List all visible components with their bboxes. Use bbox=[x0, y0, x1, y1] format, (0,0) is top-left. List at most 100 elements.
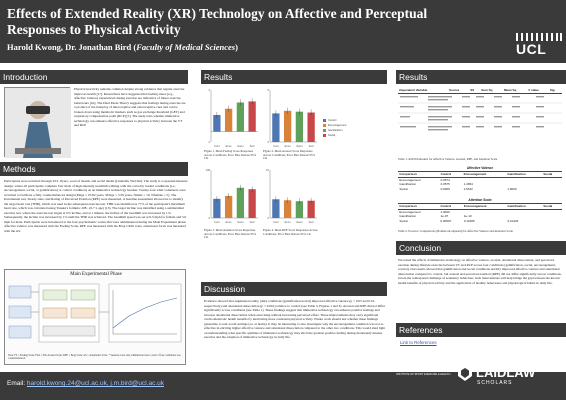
figure-1-caption: Figure 1. Mean Feeling Score Responses A… bbox=[204, 149, 256, 161]
posthoc-affect-header: Comparison Control Encouragement Gamific… bbox=[398, 171, 562, 178]
chart-bar bbox=[248, 189, 256, 218]
email-link[interactable]: harold.kwong.24@ucl.ac.uk, j.m.bird@ucl.… bbox=[26, 380, 164, 387]
figure-1: Cont Enco Gami Soci -1 4 bbox=[204, 87, 260, 149]
table-cell: 1e-07 bbox=[440, 214, 449, 219]
table-cell: Encouragement bbox=[399, 177, 421, 182]
legend-labels: Control Encouragement Gamification Socia… bbox=[328, 118, 346, 138]
section-header-results-2: Results bbox=[396, 70, 566, 84]
table-cell: 0.10325 bbox=[463, 219, 475, 224]
figure-2: Cont Enco Gami Soci 0 6 bbox=[263, 87, 319, 149]
laidlaw-logo-text: LAIDLAW bbox=[476, 365, 536, 380]
posthoc-affect-col-1: Control bbox=[440, 172, 452, 177]
figure-3: Cont Enco Gami Soci 0 100 bbox=[204, 167, 260, 225]
ucl-logo-text: UCL bbox=[516, 41, 547, 57]
ucl-portico-icon bbox=[516, 33, 562, 41]
posthoc-attention-col-1: Control bbox=[440, 204, 452, 209]
references-link-text[interactable]: Link to References bbox=[400, 340, 437, 345]
x-tick-label: Cont bbox=[273, 220, 279, 224]
table-cell: 0.00007 bbox=[440, 219, 452, 224]
figure-3-chart: Cont Enco Gami Soci 0 100 bbox=[206, 168, 258, 224]
y-tick-label: 6 bbox=[268, 88, 270, 92]
chart-bar bbox=[295, 111, 304, 142]
chart-bar bbox=[236, 102, 245, 132]
figure-4-caption: Figure 4. Mean RPE Score Responses Acros… bbox=[263, 228, 318, 236]
y-tick-label: 10 bbox=[266, 168, 269, 172]
x-tick-label: Soci bbox=[250, 144, 255, 148]
ucl-logo: UCL bbox=[516, 33, 562, 59]
section-header-conclusion: Conclusion bbox=[396, 241, 566, 255]
posthoc-attention-title: Attention Scale bbox=[468, 198, 492, 202]
table-cell: Social bbox=[399, 187, 408, 192]
intro-text: Physical inactivity remains common despi… bbox=[74, 87, 186, 127]
email-label: Email: bbox=[7, 380, 27, 387]
x-tick-label: Gami bbox=[296, 144, 303, 148]
laidlaw-crest-icon bbox=[458, 365, 472, 381]
posthoc-attention-col-4: Social bbox=[543, 204, 553, 209]
poster-authors: Harold Kwong, Dr. Jonathan Bird (Faculty… bbox=[7, 42, 238, 52]
chart-bar bbox=[295, 201, 304, 218]
poster-footer bbox=[0, 372, 566, 400]
table-row: Encouragement 0.0574 bbox=[398, 177, 562, 182]
x-tick-label: Soci bbox=[309, 220, 314, 224]
table-cell: 1.0000 bbox=[440, 209, 450, 214]
authors-names: Harold Kwong, Dr. Jonathan Bird ( bbox=[7, 42, 137, 52]
anova-table-caption: Table 1. ANOVA Results for Affective Val… bbox=[398, 157, 498, 161]
table-cell: 0.0009 bbox=[440, 187, 450, 192]
table-cell: 0.0574 bbox=[440, 177, 450, 182]
y-tick-label: 0 bbox=[209, 216, 211, 220]
figure-2-chart: Cont Enco Gami Soci 0 6 bbox=[268, 88, 317, 148]
legend-encouragement: Encouragement bbox=[328, 124, 347, 127]
x-tick-label: Cont bbox=[214, 220, 220, 224]
diagram-note: Note: FS = Feeling Scale; FAS = Felt Aro… bbox=[8, 354, 181, 361]
x-tick-label: Enco bbox=[226, 220, 232, 224]
x-tick-label: Enco bbox=[285, 220, 291, 224]
posthoc-affect-table: Comparison Control Encouragement Gamific… bbox=[398, 171, 562, 191]
table-cell: Gamification bbox=[399, 214, 417, 219]
x-tick-label: Cont bbox=[214, 144, 220, 148]
anova-col-sig: Sig. bbox=[549, 88, 556, 93]
posthoc-affect-title: Affective Valence bbox=[466, 166, 494, 170]
contact-email: Email: harold.kwong.24@ucl.ac.uk, j.m.bi… bbox=[7, 380, 164, 387]
table-cell: 1.5162 bbox=[463, 187, 473, 192]
anova-table-body bbox=[398, 96, 562, 131]
table-cell bbox=[542, 219, 562, 224]
legend-gamification: Gamification bbox=[328, 129, 343, 132]
posthoc-attention-table: Comparison Control Encouragement Gamific… bbox=[398, 203, 562, 223]
chart-bar bbox=[307, 200, 315, 218]
conclusion-text: We tested the effects of immersive techn… bbox=[398, 258, 562, 285]
table-row: Encouragement 1.0000 bbox=[398, 209, 562, 214]
anova-col-f: F value bbox=[528, 88, 539, 93]
table-cell: Encouragement bbox=[399, 209, 421, 214]
anova-header-row: Dependent Variable Source SS Sum Sq Mean… bbox=[398, 88, 562, 94]
authors-close: ) bbox=[235, 42, 238, 52]
section-header-introduction: Introduction bbox=[0, 70, 188, 84]
table-row: Social 0.0009 1.5162 1.0000 bbox=[398, 187, 562, 192]
chart-bar bbox=[283, 200, 292, 218]
section-header-results-1: Results bbox=[201, 70, 387, 84]
posthoc-attention-col-3: Gamification bbox=[507, 204, 526, 209]
x-tick-label: Soci bbox=[309, 144, 314, 148]
section-header-references: References bbox=[396, 323, 566, 337]
figure-1-chart: Cont Enco Gami Soci -1 4 bbox=[208, 88, 258, 148]
figure-3-caption: Figure 3. Mean Attention Score Responses… bbox=[204, 228, 256, 240]
chart-bar bbox=[236, 187, 245, 218]
references-link[interactable]: Link to References bbox=[400, 340, 437, 345]
iseh-logo: ISEH INSTITUTE OF SPORT EXERCISE & HEALT… bbox=[394, 351, 454, 395]
posthoc-attention-header: Comparison Control Encouragement Gamific… bbox=[398, 203, 562, 210]
section-header-discussion: Discussion bbox=[201, 282, 387, 296]
table-cell: 0.10423 bbox=[507, 219, 519, 224]
poster-header: Effects of Extended Reality (XR) Technol… bbox=[0, 0, 566, 63]
anova-col-dv: Dependent Variable bbox=[399, 88, 428, 93]
vr-headset-icon bbox=[5, 88, 71, 158]
figure-4-chart: Cont Enco Gami Soci 0 10 bbox=[266, 168, 317, 224]
diagram-flowchart bbox=[8, 283, 182, 343]
table-cell: Gamification bbox=[399, 182, 417, 187]
y-tick-label: 0 bbox=[268, 140, 270, 144]
y-tick-label: 100 bbox=[206, 168, 211, 172]
anova-table: Dependent Variable Source SS Sum Sq Mean… bbox=[398, 88, 562, 94]
chart-legend: Control Encouragement Gamification Socia… bbox=[322, 118, 362, 145]
diagram-title: Main Experimental Phase bbox=[70, 272, 122, 277]
legend-swatches bbox=[323, 119, 326, 137]
figure-2-caption: Figure 2. Mean Arousal Score Responses A… bbox=[263, 149, 315, 161]
